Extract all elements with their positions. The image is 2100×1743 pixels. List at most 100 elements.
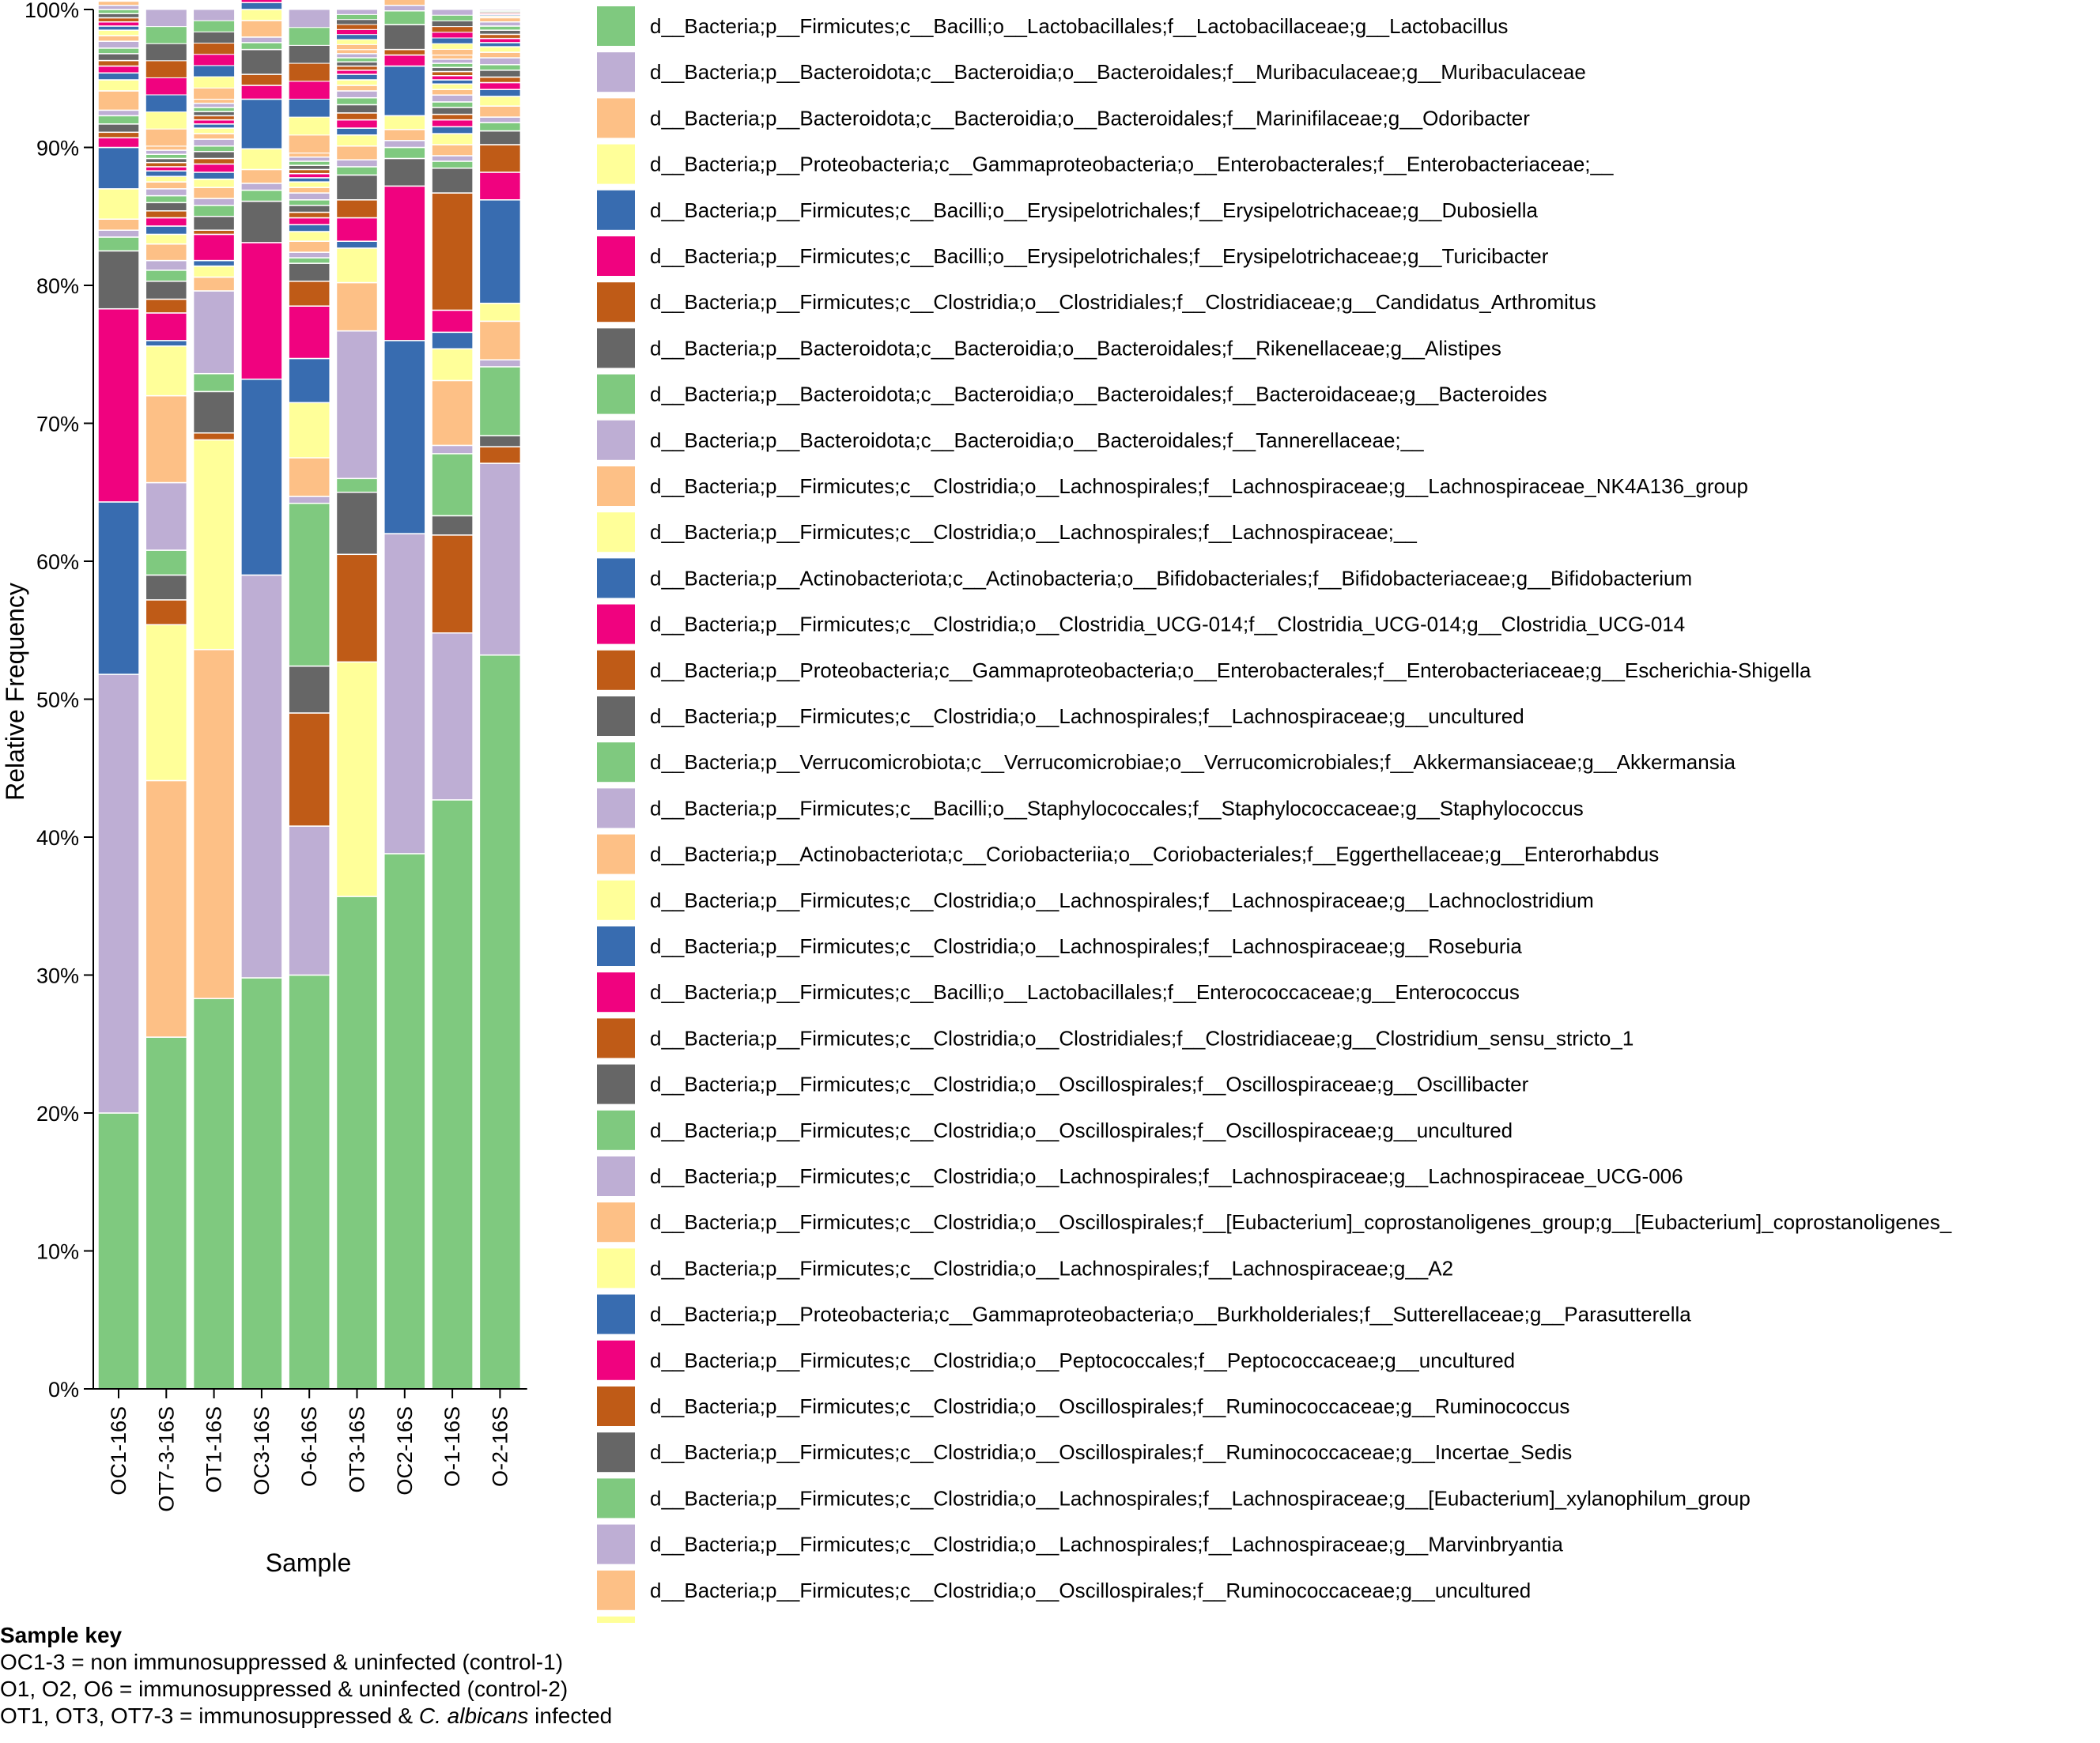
y-tick-label: 90% — [36, 137, 79, 160]
bar-segment — [431, 453, 474, 517]
bar-segment — [145, 233, 188, 245]
bar-segment — [192, 187, 236, 199]
legend-entry: d__Bacteria;p__Firmicutes;c__Clostridia;… — [597, 1386, 1569, 1426]
legend-label: d__Bacteria;p__Firmicutes;c__Clostridia;… — [650, 704, 1524, 728]
bar-segment — [431, 309, 474, 334]
bar-segment — [192, 138, 236, 147]
legend-label: d__Bacteria;p__Firmicutes;c__Clostridia;… — [650, 1486, 1751, 1510]
y-axis: 0% 10% 20% 30% 40% 50% 60% 70% 80% 90% 100% — [25, 0, 94, 1402]
legend-entry: d__Bacteria;p__Firmicutes;c__Bacilli;o__… — [597, 788, 1584, 828]
bar-segment — [288, 62, 330, 82]
legend-swatch — [597, 972, 635, 1013]
bar-segment — [193, 20, 236, 32]
bar-segment — [478, 81, 522, 90]
y-tick-label: 80% — [36, 274, 79, 298]
y-axis-label: Relative Frequency — [1, 583, 29, 801]
bar-segment — [192, 998, 236, 1390]
bar-segment — [145, 94, 187, 113]
bar-segment — [97, 115, 140, 125]
bar-segment — [478, 89, 522, 97]
legend-swatch — [597, 1156, 635, 1196]
bar-segment — [335, 104, 379, 114]
legend-label: d__Bacteria;p__Bacteroidota;c__Bacteroid… — [650, 336, 1501, 360]
bar-segment — [478, 654, 522, 1390]
bar-segment — [383, 0, 426, 6]
bar-segment — [478, 144, 522, 173]
bar-segment — [240, 574, 283, 979]
bar-segment — [431, 20, 474, 28]
bar-segment — [335, 217, 379, 242]
y-tick-label: 70% — [36, 413, 79, 436]
bar-segment — [145, 217, 188, 227]
legend-swatch — [597, 834, 635, 874]
bar-segment — [97, 59, 140, 67]
bar-segment — [478, 320, 522, 360]
legend-swatch — [597, 926, 635, 966]
bar-segment — [97, 90, 140, 111]
x-axis-label: Sample — [266, 1549, 352, 1577]
legend-swatch — [597, 236, 635, 276]
bar-segment — [288, 224, 330, 232]
bar-segment — [192, 98, 236, 104]
bar-segment — [335, 112, 379, 121]
bar-segment — [431, 632, 474, 801]
bar-segment — [336, 9, 378, 15]
bar-segment — [240, 98, 283, 149]
legend-swatch — [597, 604, 635, 644]
bar-segment — [383, 140, 426, 149]
bar-segment — [97, 188, 140, 220]
bar-segment — [240, 85, 283, 100]
bar-segment — [240, 20, 283, 38]
bar-segment — [478, 33, 522, 40]
sample-key-line-3-prefix: OT1, OT3, OT7-3 = immunosuppressed & — [0, 1703, 419, 1728]
bar-segment — [431, 79, 474, 85]
bar-segment — [478, 21, 522, 27]
bar-segment — [478, 446, 522, 464]
bar-segment — [383, 9, 426, 25]
legend-label: d__Bacteria;p__Firmicutes;c__Clostridia;… — [650, 613, 1685, 636]
bar-segment — [145, 298, 188, 314]
legend-label: d__Bacteria;p__Bacteroidota;c__Bacteroid… — [650, 60, 1586, 84]
bar-segment — [145, 194, 188, 204]
bar-segment — [335, 53, 379, 58]
legend-entry: d__Bacteria;p__Firmicutes;c__Clostridia;… — [597, 1248, 1453, 1288]
bar-segment — [288, 156, 330, 162]
bar-segment — [383, 157, 426, 187]
legend-entry: d__Bacteria;p__Proteobacteria;c__Gammapr… — [597, 1294, 1691, 1334]
bar-segment — [478, 96, 522, 107]
legend-entry: d__Bacteria;p__Firmicutes;c__Clostridia;… — [597, 1432, 1572, 1473]
bar-segment — [288, 199, 330, 206]
legend-swatch — [597, 696, 635, 736]
legend-swatch — [597, 6, 635, 46]
legend-swatch — [597, 1110, 635, 1150]
legend-label: d__Bacteria;p__Firmicutes;c__Clostridia;… — [650, 1533, 1563, 1556]
bar-segment — [431, 444, 474, 455]
legend-swatch — [597, 1202, 635, 1243]
bar-segment — [478, 359, 522, 368]
legend-entry: d__Bacteria;p__Firmicutes;c__Bacilli;o__… — [597, 6, 1508, 46]
bar-segment — [288, 205, 330, 213]
bar-segment — [97, 21, 140, 27]
bar-segment — [431, 126, 474, 134]
legend-entry: d__Bacteria;p__Firmicutes;c__Clostridia;… — [597, 1156, 1683, 1196]
legend-swatch — [597, 1524, 635, 1564]
bar-segment — [431, 133, 474, 145]
bar-segment — [336, 28, 378, 36]
bar-segment — [478, 105, 522, 118]
legend-label: d__Bacteria;p__Actinobacteriota;c__Corio… — [650, 843, 1659, 866]
bar-segment — [97, 53, 140, 62]
bar-segment — [431, 348, 474, 382]
bar-segment — [145, 170, 188, 177]
bar-segment — [288, 251, 330, 258]
bar-segment — [431, 37, 474, 44]
bar-segment — [145, 175, 188, 183]
bar-segment — [288, 177, 330, 183]
bar-segment — [97, 47, 140, 55]
legend-label: d__Bacteria;p__Bacteroidota;c__Bacteroid… — [650, 383, 1547, 406]
legend-entry: d__Bacteria;p__Firmicutes;c__Clostridia;… — [597, 1018, 1634, 1058]
bar-segment — [288, 496, 330, 504]
sample-key-line-2: O1, O2, O6 = immunosuppressed & uninfect… — [0, 1677, 568, 1701]
bar-segment — [288, 712, 330, 827]
legend-label: d__Bacteria;p__Firmicutes;c__Clostridia;… — [650, 474, 1748, 498]
bar-segment — [145, 340, 188, 347]
